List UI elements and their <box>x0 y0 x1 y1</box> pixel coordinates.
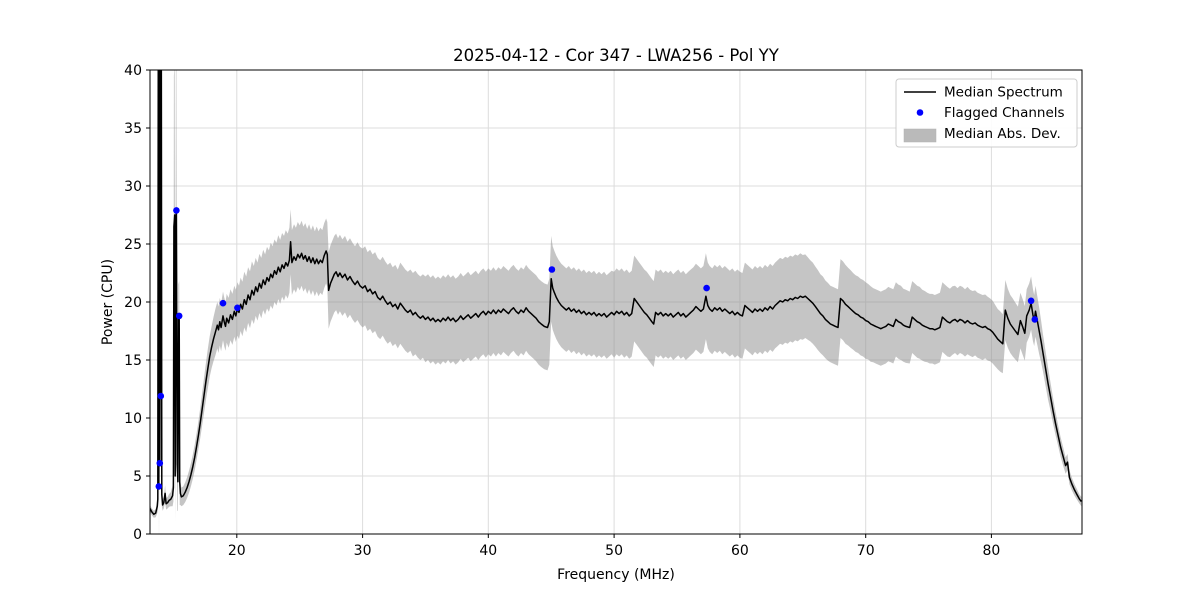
flagged-channels <box>155 207 1039 490</box>
x-tick-label: 40 <box>479 543 497 559</box>
x-tick-label: 70 <box>857 543 875 559</box>
flagged-channel-point <box>157 392 165 400</box>
x-axis-label: Frequency (MHz) <box>557 567 675 583</box>
plot-area <box>150 70 1082 534</box>
y-tick-label: 5 <box>133 469 142 485</box>
x-tick-label: 50 <box>605 543 623 559</box>
legend-dot-sample <box>916 109 924 116</box>
legend-label-median-spectrum: Median Spectrum <box>944 85 1063 101</box>
legend-label-mad: Median Abs. Dev. <box>944 126 1061 142</box>
y-tick-label: 30 <box>124 179 142 195</box>
flagged-channel-point <box>175 312 183 320</box>
y-axis-label: Power (CPU) <box>100 259 116 345</box>
y-tick-label: 25 <box>124 237 142 253</box>
y-tick-label: 0 <box>133 527 142 543</box>
flagged-channel-point <box>548 266 556 273</box>
axis-ticks <box>146 69 992 538</box>
flagged-channel-point <box>173 207 180 214</box>
y-tick-label: 40 <box>124 63 142 79</box>
legend-box <box>895 78 1078 148</box>
y-tick-label: 20 <box>124 295 142 311</box>
legend-patch-sample <box>903 128 937 143</box>
flagged-channel-point <box>1031 316 1039 323</box>
median-spectrum-line <box>150 70 1082 516</box>
flagged-channel-point <box>1027 297 1035 305</box>
chart-title: 2025-04-12 - Cor 347 - LWA256 - Pol YY <box>453 46 780 65</box>
x-tick-label: 80 <box>982 543 1000 559</box>
flagged-channel-point <box>156 459 164 467</box>
mad-band <box>150 70 1082 534</box>
legend: Median Spectrum Flagged Channels Median … <box>895 78 1078 148</box>
y-tick-label: 35 <box>124 121 142 137</box>
x-tick-label: 20 <box>228 543 246 559</box>
flagged-channel-point <box>155 483 163 490</box>
flagged-channel-point <box>703 284 710 292</box>
legend-label-flagged-channels: Flagged Channels <box>944 105 1065 121</box>
flagged-channel-point <box>219 299 227 307</box>
tick-labels: 20 30 40 50 60 70 80 0 5 10 15 20 25 30 35 40 <box>124 63 1000 559</box>
x-tick-label: 60 <box>731 543 749 559</box>
flagged-channel-point <box>234 304 241 312</box>
y-tick-label: 10 <box>124 411 142 427</box>
y-tick-label: 15 <box>124 353 142 369</box>
x-tick-label: 30 <box>354 543 372 559</box>
